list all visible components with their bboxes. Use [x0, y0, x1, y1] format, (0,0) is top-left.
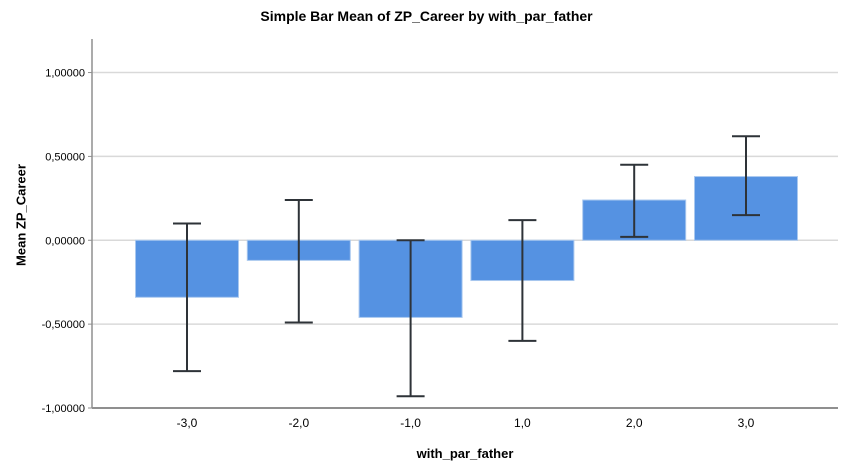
x-tick-label: 2,0	[626, 416, 643, 430]
x-tick-label: -1,0	[400, 416, 421, 430]
x-tick-label: 1,0	[514, 416, 531, 430]
x-axis-title: with_par_father	[416, 446, 514, 461]
x-tick-label: 3,0	[738, 416, 755, 430]
x-tick-label: -2,0	[288, 416, 309, 430]
y-tick-label: -0,50000	[42, 319, 85, 331]
x-tick-label: -3,0	[177, 416, 198, 430]
chart-title: Simple Bar Mean of ZP_Career by with_par…	[260, 8, 593, 24]
y-tick-label: -1,00000	[42, 403, 85, 415]
y-tick-label: 1,00000	[45, 68, 85, 80]
y-axis-title: Mean ZP_Career	[13, 164, 29, 266]
y-tick-label: 0,00000	[45, 235, 85, 247]
y-tick-label: 0,50000	[45, 151, 85, 163]
